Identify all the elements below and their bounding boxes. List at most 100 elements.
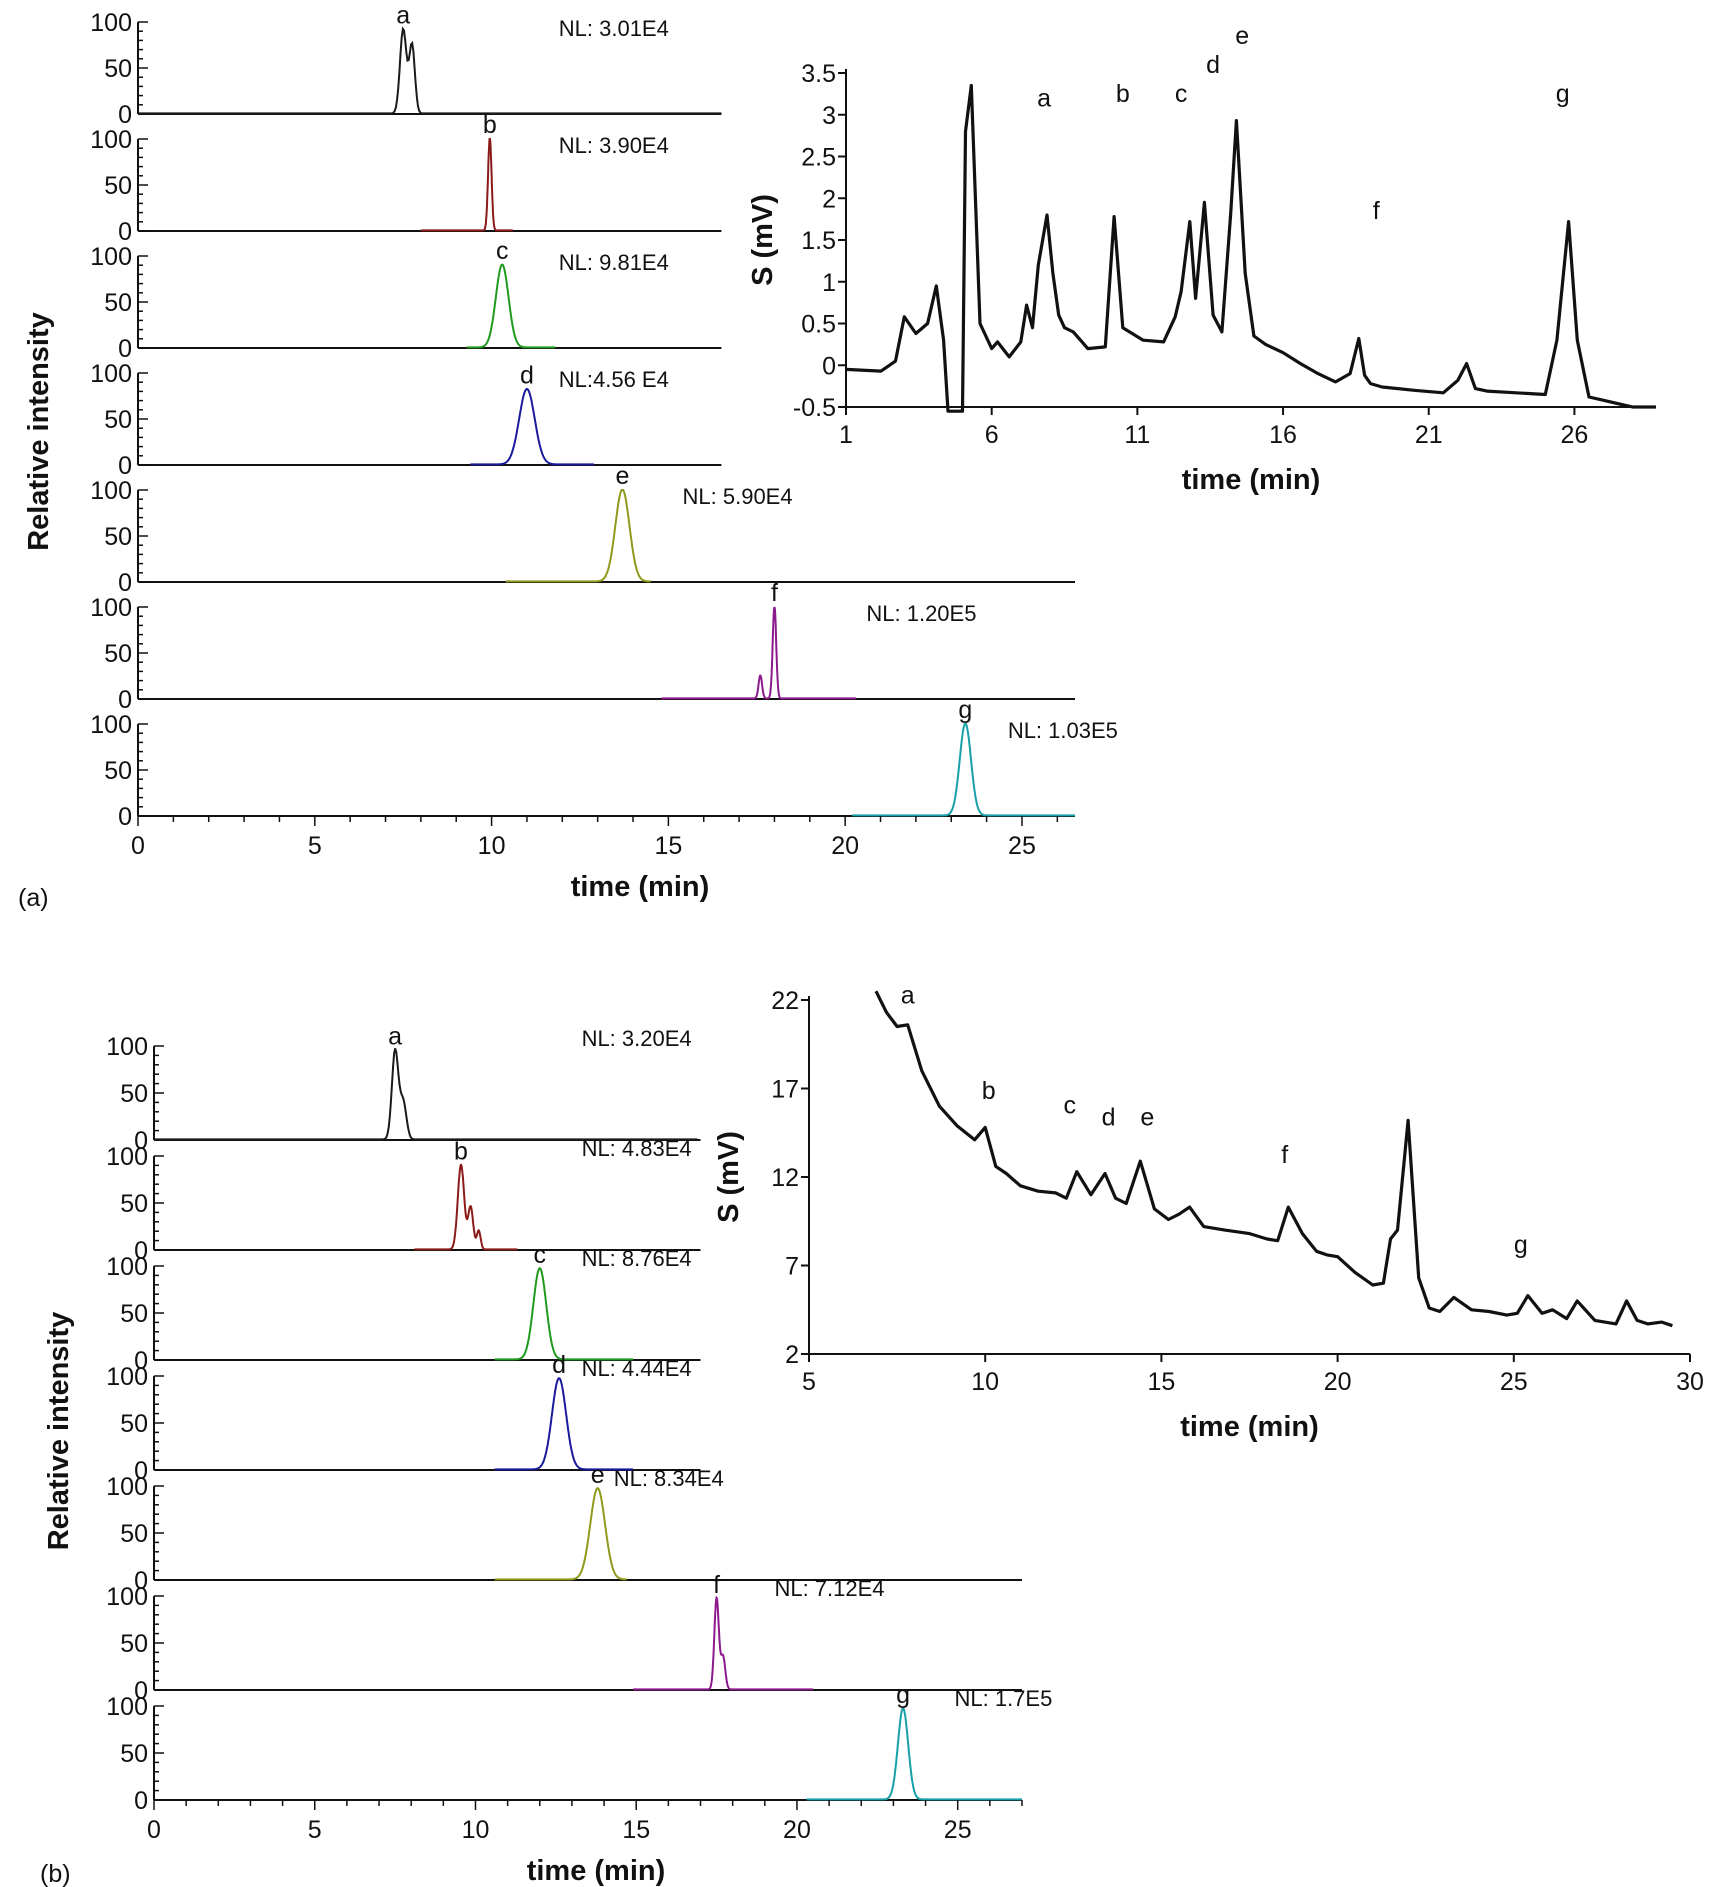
trace-c-y-tick-label: 50 <box>104 289 132 317</box>
x-axis-label: time (min) <box>1180 1411 1319 1443</box>
y-tick-label: 1.5 <box>801 227 836 255</box>
x-tick-label: 20 <box>831 832 859 860</box>
trace-c-y-tick-label: 0 <box>134 1347 148 1375</box>
trace-b-peak-label: b <box>483 111 497 139</box>
trace-b-normalization-level: NL: 3.90E4 <box>559 133 669 158</box>
y-axis-label: Relative intensity <box>43 1312 75 1551</box>
trace-g-normalization-level: NL: 1.7E5 <box>954 1686 1052 1711</box>
x-axis-label: time (min) <box>571 871 710 903</box>
trace-f-y-tick-label: 100 <box>106 1583 148 1611</box>
trace-g-line <box>806 1707 1022 1801</box>
trace-c-normalization-level: NL: 9.81E4 <box>559 250 669 275</box>
trace-f-line <box>661 606 856 700</box>
y-tick-label: 0 <box>822 352 836 380</box>
peak-label-d: d <box>1102 1104 1116 1132</box>
y-axis-label: S (mV) <box>747 194 779 286</box>
x-tick-label: 26 <box>1561 421 1589 449</box>
trace-a-y-tick-label: 50 <box>104 55 132 83</box>
peak-label-f: f <box>1281 1141 1288 1169</box>
x-tick-label: 5 <box>308 832 322 860</box>
y-tick-label: 12 <box>771 1164 799 1192</box>
y-tick-label: 22 <box>771 987 799 1015</box>
y-tick-label: 0.5 <box>801 311 836 339</box>
trace-e-peak-label: e <box>615 462 629 490</box>
x-axis-label: time (min) <box>527 1855 666 1887</box>
trace-a-line <box>138 26 722 115</box>
trace-f-normalization-level: NL: 1.20E5 <box>866 601 976 626</box>
trace-a-y-tick-label: 100 <box>90 9 132 37</box>
trace-d-normalization-level: NL: 4.44E4 <box>582 1356 692 1381</box>
trace-e-y-tick-label: 50 <box>104 523 132 551</box>
trace-g-y-tick-label: 50 <box>104 757 132 785</box>
x-tick-label: 10 <box>971 1368 999 1396</box>
trace-a-y-tick-label: 100 <box>106 1033 148 1061</box>
x-tick-label: 15 <box>654 832 682 860</box>
trace-e-normalization-level: NL: 5.90E4 <box>683 484 793 509</box>
trace-c-peak-label: c <box>496 237 509 265</box>
trace-f-y-tick-label: 50 <box>104 640 132 668</box>
trace-e-y-tick-label: 0 <box>134 1567 148 1595</box>
x-tick-label: 1 <box>839 421 853 449</box>
x-tick-label: 5 <box>308 1816 322 1844</box>
peak-label-e: e <box>1235 22 1249 50</box>
y-axis-label: Relative intensity <box>23 312 55 551</box>
trace-a-normalization-level: NL: 3.20E4 <box>582 1026 692 1051</box>
trace-f-peak-label: f <box>771 579 778 607</box>
trace-e-line <box>494 1487 627 1581</box>
trace-f-line <box>633 1595 813 1691</box>
peak-label-a: a <box>1037 84 1051 112</box>
peak-label-g: g <box>1556 80 1570 108</box>
x-tick-label: 10 <box>478 832 506 860</box>
panel-a-uv-chromatogram: -0.500.511.522.533.51 6 11 16 21 26a b cdefgtim… <box>747 22 1656 496</box>
peak-label-g: g <box>1514 1231 1528 1259</box>
trace-d-peak-label: d <box>520 362 534 390</box>
trace-d-line <box>470 388 595 466</box>
trace-e-line <box>505 489 651 583</box>
y-tick-label: 2 <box>822 185 836 213</box>
trace-d-y-tick-label: 100 <box>106 1363 148 1391</box>
trace-c-y-tick-label: 100 <box>90 243 132 271</box>
trace-f-normalization-level: NL: 7.12E4 <box>774 1576 884 1601</box>
trace-a-normalization-level: NL: 3.01E4 <box>559 16 669 41</box>
peak-label-d: d <box>1206 51 1220 79</box>
trace-g-y-tick-label: 100 <box>106 1693 148 1721</box>
y-axis-label: S (mV) <box>713 1131 745 1223</box>
x-tick-label: 0 <box>147 1816 161 1844</box>
peak-label-b: b <box>982 1077 996 1105</box>
trace-f-peak-label: f <box>713 1571 720 1599</box>
trace-f-y-tick-label: 50 <box>120 1630 148 1658</box>
peak-label-a: a <box>901 982 915 1010</box>
x-tick-label: 30 <box>1676 1368 1704 1396</box>
peak-label-c: c <box>1175 80 1188 108</box>
trace-c-line <box>466 263 556 349</box>
x-tick-label: 25 <box>1008 832 1036 860</box>
x-tick-label: 25 <box>1500 1368 1528 1396</box>
trace-d-y-tick-label: 50 <box>120 1410 148 1438</box>
trace-a-peak-label: a <box>396 1 410 29</box>
trace-f-y-tick-label: 0 <box>118 686 132 714</box>
trace-g-peak-label: g <box>896 1681 910 1709</box>
trace-g-line <box>852 723 1075 817</box>
detector-trace-line <box>845 83 1656 413</box>
trace-c-y-tick-label: 50 <box>120 1300 148 1328</box>
trace-a-y-tick-label: 0 <box>134 1127 148 1155</box>
trace-b-y-tick-label: 50 <box>120 1190 148 1218</box>
trace-a-peak-label: a <box>388 1023 402 1051</box>
y-tick-label: 3 <box>822 102 836 130</box>
trace-e-y-tick-label: 0 <box>118 569 132 597</box>
trace-c-normalization-level: NL: 8.76E4 <box>582 1246 692 1271</box>
x-tick-label: 6 <box>985 421 999 449</box>
trace-g-y-tick-label: 50 <box>120 1740 148 1768</box>
trace-e-peak-label: e <box>591 1461 605 1489</box>
x-tick-label: 5 <box>802 1368 816 1396</box>
y-tick-label: 1 <box>822 269 836 297</box>
trace-e-y-tick-label: 100 <box>90 477 132 505</box>
detector-trace-line <box>874 990 1673 1328</box>
trace-d-y-tick-label: 100 <box>90 360 132 388</box>
peak-label-f: f <box>1373 197 1380 225</box>
trace-b-y-tick-label: 50 <box>104 172 132 200</box>
trace-b-line <box>420 138 513 232</box>
trace-b-peak-label: b <box>454 1137 468 1165</box>
